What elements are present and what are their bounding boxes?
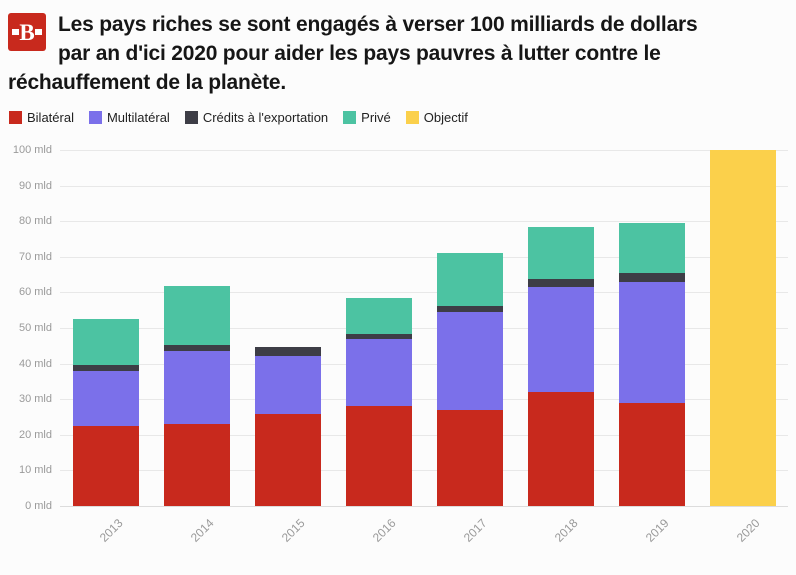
brand-logo: B: [8, 13, 46, 51]
x-axis: 2013 2014 2015 2016 2017 2018 2019 2020: [60, 506, 788, 562]
stacked-bar-chart: 0 mld 10 mld 20 mld 30 mld 40 mld 50 mld 60 ml…: [8, 144, 788, 562]
legend-swatch-credits-a-l-exportation: [184, 111, 198, 124]
brand-logo-left-bar: [12, 29, 19, 35]
chart-title: Les pays riches se sont engagés à verser…: [8, 10, 784, 97]
bar-segment-credits-a-l-exportation-2018: [527, 279, 594, 287]
y-tick-label-0: 0 mld: [25, 500, 52, 512]
bar-segment-bilateral-2017: [436, 409, 503, 506]
gridline-100: [60, 150, 788, 151]
y-tick-label-70: 70 mld: [18, 250, 52, 263]
bar-segment-credits-a-l-exportation-2015: [254, 347, 321, 357]
bar-segment-objectif-2020: [709, 150, 776, 506]
brand-logo-letter: B: [19, 20, 34, 45]
gridline-10: [60, 470, 788, 472]
gridline-90: [60, 185, 788, 187]
x-tick-label-2016: 2016: [369, 516, 399, 545]
legend-label: Crédits à l'exportation: [202, 110, 329, 125]
legend-label: Privé: [361, 110, 391, 125]
brand-logo-background: [8, 13, 46, 51]
bar-segment-credits-a-l-exportation-2016: [345, 333, 412, 340]
y-tick-label-60: 60 mld: [18, 286, 52, 299]
x-tick-label-2014: 2014: [187, 516, 217, 545]
gridline-50: [60, 328, 788, 329]
bar-segment-credits-a-l-exportation-2017: [436, 305, 503, 312]
bar-segment-bilateral-2014: [163, 423, 230, 506]
bar-segment-bilateral-2015: [254, 413, 321, 506]
bar-segment-prive-2019: [618, 223, 685, 273]
gridline-20: [60, 434, 788, 436]
bar-segment-bilateral-2016: [345, 406, 412, 506]
legend-label: Multilatéral: [106, 110, 170, 125]
legend-item-objectif: Objectif: [405, 110, 468, 125]
bar-segment-prive-2013: [72, 319, 139, 366]
legend-item-multilateral: Multilatéral: [88, 110, 170, 125]
legend-label: Bilatéral: [27, 110, 74, 125]
gridline-0: [60, 506, 788, 507]
bar-segment-bilateral-2013: [72, 425, 139, 506]
bar-segment-credits-a-l-exportation-2013: [72, 365, 139, 371]
legend-swatch-bilateral: [9, 111, 22, 124]
legend-item-bilateral: Bilatéral: [9, 110, 74, 125]
bar-segment-credits-a-l-exportation-2019: [618, 272, 685, 283]
gridline-40: [60, 363, 788, 365]
plot-area: [60, 150, 788, 507]
y-tick-label-30: 30 mld: [18, 393, 52, 406]
bar-segment-multilateral-2013: [72, 370, 139, 426]
x-tick-label-2018: 2018: [551, 516, 581, 545]
bar-segment-prive-2016: [345, 297, 412, 334]
bar-segment-multilateral-2014: [163, 351, 230, 424]
gridline-70: [60, 256, 788, 258]
bar-segment-prive-2018: [527, 227, 594, 280]
bar-segment-credits-a-l-exportation-2014: [163, 345, 230, 352]
y-tick-label-20: 20 mld: [18, 428, 52, 441]
y-tick-label-10: 10 mld: [18, 464, 52, 477]
legend-swatch-objectif: [405, 111, 419, 124]
brand-logo-right-bar: [35, 29, 42, 35]
y-tick-label-100: 100 mld: [12, 144, 52, 156]
x-tick-label-2013: 2013: [96, 516, 126, 545]
legend-label: Objectif: [423, 110, 468, 125]
chart-title-line-1: Les pays riches se sont engagés à verser…: [58, 13, 698, 36]
y-tick-label-40: 40 mld: [18, 357, 52, 370]
y-axis: 0 mld 10 mld 20 mld 30 mld 40 mld 50 mld 60 ml…: [8, 144, 52, 512]
legend-item-credits-a-l-exportation: Crédits à l'exportation: [184, 110, 329, 125]
bar-segment-multilateral-2015: [254, 356, 321, 414]
bar-segment-bilateral-2018: [527, 392, 594, 506]
x-tick-label-2020: 2020: [733, 516, 763, 545]
bar-segment-multilateral-2018: [527, 286, 594, 393]
x-tick-label-2015: 2015: [278, 516, 308, 545]
bar-segment-bilateral-2019: [618, 403, 685, 506]
legend-item-prive: Privé: [343, 110, 391, 125]
y-tick-label-80: 80 mld: [18, 215, 52, 228]
bar-segment-multilateral-2017: [436, 312, 503, 410]
chart-title-line-2: par an d'ici 2020 pour aider les pays pa…: [58, 42, 661, 65]
chart-title-line-3: réchauffement de la planète.: [8, 71, 286, 94]
legend-swatch-multilateral: [88, 111, 102, 124]
x-tick-label-2019: 2019: [642, 516, 672, 545]
y-tick-label-90: 90 mld: [18, 179, 52, 192]
gridline-60: [60, 292, 788, 294]
x-tick-label-2017: 2017: [460, 516, 490, 545]
gridline-80: [60, 221, 788, 223]
bar-segment-prive-2017: [436, 252, 503, 306]
gridline-30: [60, 399, 788, 401]
bar-segment-multilateral-2016: [345, 339, 412, 407]
bar-segment-multilateral-2019: [618, 282, 685, 404]
y-tick-label-50: 50 mld: [18, 322, 52, 334]
chart-page: B Les pays riches se sont engagés à vers…: [0, 0, 796, 562]
bar-segment-prive-2014: [163, 286, 230, 346]
legend: Bilatéral Multilatéral Crédits à l'exporta…: [9, 110, 788, 125]
legend-swatch-prive: [343, 111, 357, 124]
brand-logo-image: B: [8, 13, 46, 51]
header: B Les pays riches se sont engagés à vers…: [0, 0, 796, 97]
